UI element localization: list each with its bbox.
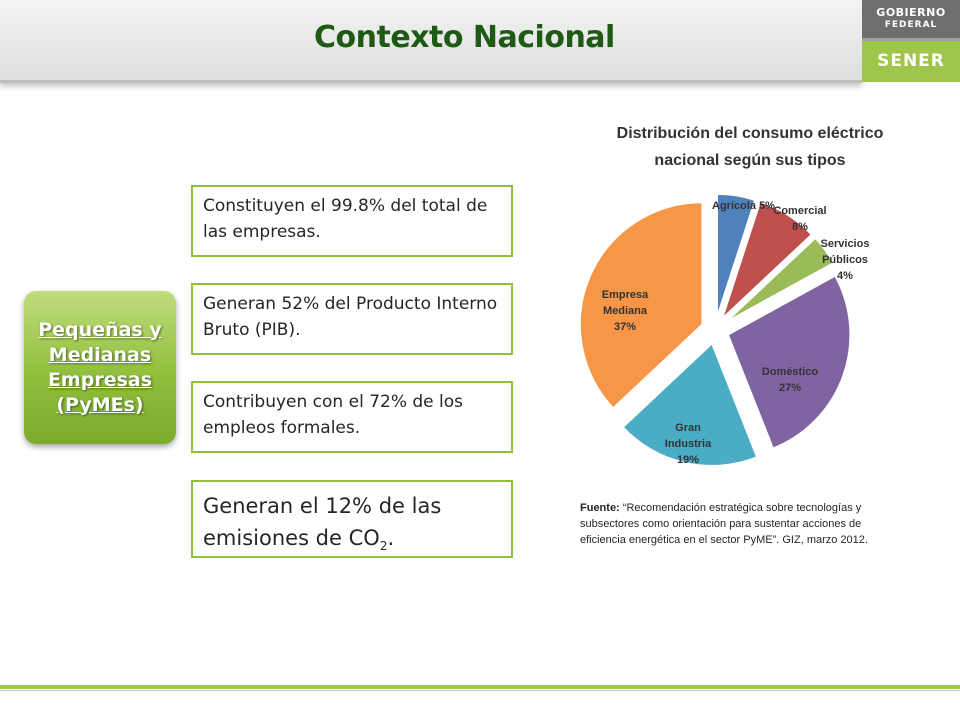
fact-box-empleos: Contribuyen con el 72% de los empleos fo…	[191, 381, 513, 453]
source-text: “Recomendación estratégica sobre tecnolo…	[580, 502, 868, 546]
pymes-label: Pequeñas y Medianas Empresas (PyMEs)	[38, 318, 162, 416]
pie-label-doméstico: Doméstico 27%	[762, 366, 819, 394]
pie-slice-doméstico	[727, 274, 851, 450]
fact-text: Generan el 12% de las emisiones de CO	[203, 494, 442, 550]
logo-brand: SENER	[877, 51, 945, 71]
pymes-box: Pequeñas y Medianas Empresas (PyMEs)	[24, 291, 176, 444]
pie-label-agrícola: Agrícola 5%	[712, 200, 775, 212]
logo-bottom-panel: SENER	[862, 41, 960, 82]
pie-slice-servicios-públicos	[725, 237, 835, 323]
pie-label-servicios-públicos: Servicios Públicos 4%	[821, 238, 870, 282]
pie-slice-gran-industria	[621, 342, 758, 467]
pie-slice-empresa-mediana	[579, 201, 703, 410]
fact-box-emisiones: Generan el 12% de las emisiones de CO2.	[191, 480, 513, 558]
pie-label-empresa-mediana: Empresa Mediana 37%	[602, 289, 649, 333]
page-title: Contexto Nacional	[314, 20, 615, 55]
fact-text-end: .	[387, 526, 395, 550]
fact-text: Contribuyen con el 72% de los empleos fo…	[203, 392, 464, 438]
fact-box-pib: Generan 52% del Producto Interno Bruto (…	[191, 283, 513, 355]
fact-text: Generan 52% del Producto Interno Bruto (…	[203, 294, 498, 340]
logo-stripe	[862, 38, 960, 41]
pie-chart: Agrícola 5%Comercial 8% Servicios Públicos 4…	[579, 193, 870, 467]
pie-label-gran-industria: Gran Industria 19%	[665, 422, 712, 466]
logo-line-2: FEDERAL	[884, 20, 938, 30]
pie-slice-comercial	[721, 201, 813, 319]
footer-line-shadow	[0, 690, 960, 691]
header-bar: Contexto Nacional	[0, 0, 862, 83]
pie-label-comercial: Comercial 8%	[773, 205, 826, 233]
logo-line-1: GOBIERNO	[876, 6, 946, 19]
pie-slice-agrícola	[716, 193, 756, 317]
source-note: Fuente: “Recomendación estratégica sobre…	[580, 500, 880, 548]
source-label: Fuente:	[580, 502, 620, 514]
footer-line	[0, 685, 960, 689]
chart-title: Distribución del consumo eléctrico nacio…	[616, 125, 884, 169]
fact-subscript: 2	[379, 539, 388, 554]
fact-text: Constituyen el 99.8% del total de las em…	[203, 196, 488, 242]
logo-top-panel: GOBIERNO FEDERAL	[862, 0, 960, 41]
fact-box-empresas: Constituyen el 99.8% del total de las em…	[191, 185, 513, 257]
sener-logo: GOBIERNO FEDERAL SENER	[862, 0, 960, 82]
